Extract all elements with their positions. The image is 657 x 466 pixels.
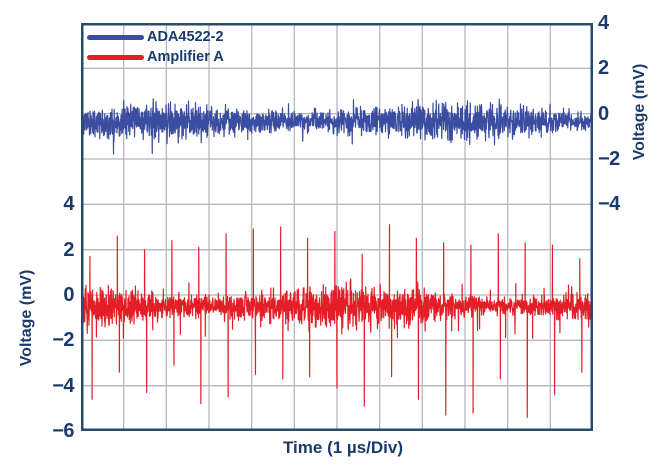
right-axis-tick-label: 4 xyxy=(598,12,609,34)
left-axis-tick-label: −6 xyxy=(52,420,74,442)
legend-item-amplifier-a: Amplifier A xyxy=(87,47,224,67)
left-axis-tick-label: 0 xyxy=(63,284,74,306)
right-axis-tick-label: −2 xyxy=(598,148,620,170)
left-axis-tick-label: −2 xyxy=(52,329,74,352)
trace-ada4522-2 xyxy=(81,98,593,155)
plot-border xyxy=(81,23,593,431)
left-axis-title: Voltage (mV) xyxy=(18,269,35,367)
left-axis-tick-label: 4 xyxy=(63,193,74,216)
plot-area xyxy=(81,23,593,431)
left-axis-tick-label: 2 xyxy=(63,238,74,261)
x-axis-title: Time (1 µs/Div) xyxy=(282,438,404,457)
legend-swatch-ada4522-2 xyxy=(87,34,144,40)
right-axis-tick-label: −4 xyxy=(598,193,620,216)
left-axis-tick-label: −4 xyxy=(52,374,74,397)
legend-label-amplifier-a: Amplifier A xyxy=(147,48,224,65)
grid-lines xyxy=(81,23,593,431)
legend-swatch-amplifier-a xyxy=(87,54,144,60)
right-axis-title: Voltage (mV) xyxy=(631,63,648,161)
right-axis-tick-label: 0 xyxy=(598,102,609,125)
right-axis-tick-label: 2 xyxy=(598,57,609,80)
legend: ADA4522-2 Amplifier A xyxy=(87,27,224,67)
legend-label-ada4522-2: ADA4522-2 xyxy=(147,28,224,45)
trace-amplifier-a xyxy=(81,224,593,418)
legend-item-ada4522-2: ADA4522-2 xyxy=(87,27,224,47)
